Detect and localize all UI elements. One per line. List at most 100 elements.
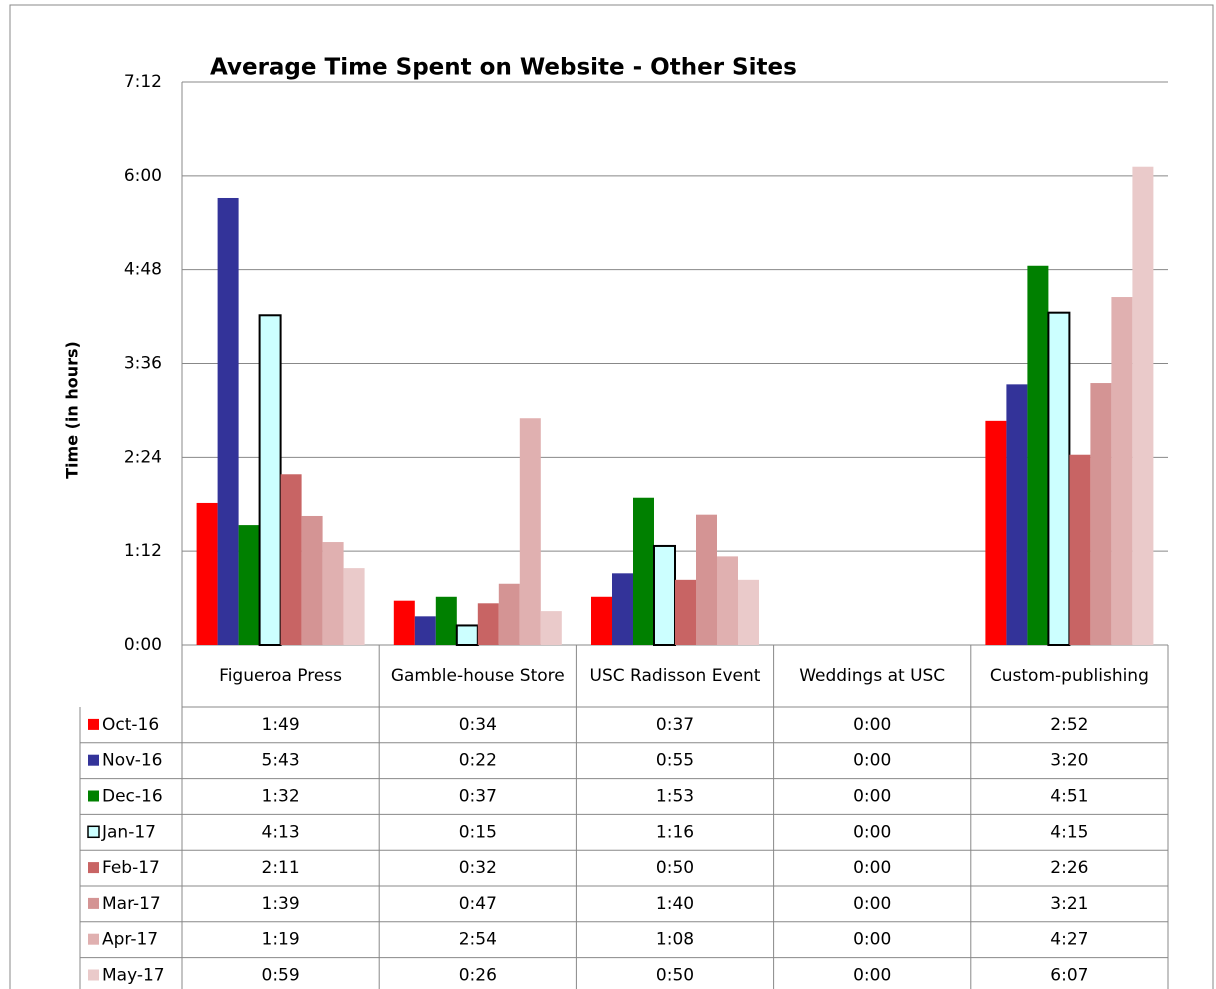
- y-axis-title: Time (in hours): [63, 341, 82, 479]
- y-tick-label: 7:12: [124, 72, 162, 92]
- legend-label: Feb-17: [102, 858, 160, 878]
- table-value: 4:13: [262, 822, 300, 842]
- legend-swatch: [87, 825, 100, 839]
- bar: [633, 497, 654, 645]
- table-value: 0:00: [853, 715, 891, 735]
- table-value: 0:00: [853, 930, 891, 950]
- table-value: 0:55: [656, 751, 694, 771]
- chart-border: [9, 4, 1214, 989]
- table-value: 5:43: [262, 751, 300, 771]
- bar: [985, 420, 1007, 645]
- table-value: 0:50: [656, 966, 694, 986]
- chart-title: Average Time Spent on Website - Other Si…: [210, 55, 797, 81]
- bar: [1132, 166, 1154, 646]
- bar: [1069, 454, 1091, 645]
- y-tick-label: 4:48: [124, 260, 162, 280]
- bar: [477, 603, 499, 645]
- table-value: 6:07: [1050, 966, 1088, 986]
- table-value: 4:51: [1050, 787, 1088, 807]
- bar: [738, 579, 759, 645]
- table-value: 2:52: [1050, 715, 1088, 735]
- table-value: 0:22: [459, 751, 497, 771]
- table-value: 1:08: [656, 930, 694, 950]
- legend-label: Oct-16: [102, 715, 159, 735]
- y-tick-label: 1:12: [124, 541, 162, 561]
- table-value: 4:15: [1050, 822, 1088, 842]
- table-value: 1:49: [262, 715, 300, 735]
- table-value: 1:53: [656, 787, 694, 807]
- bar: [280, 474, 302, 645]
- legend-swatch: [88, 897, 99, 909]
- legend-label: Dec-16: [102, 787, 163, 807]
- x-tick-label: Gamble-house Store: [390, 666, 565, 686]
- x-tick-label: Figueroa Press: [219, 666, 343, 686]
- table-value: 2:54: [459, 930, 497, 950]
- bar: [414, 616, 436, 645]
- y-tick-label: 6:00: [124, 166, 162, 186]
- legend-swatch: [88, 933, 99, 945]
- legend-label: May-17: [102, 966, 165, 986]
- table-value: 0:15: [459, 822, 497, 842]
- table-value: 0:37: [656, 715, 694, 735]
- table-value: 0:00: [853, 787, 891, 807]
- table-value: 0:00: [853, 966, 891, 986]
- table-value: 1:32: [262, 787, 300, 807]
- table-value: 0:00: [853, 822, 891, 842]
- legend-label: Nov-16: [102, 751, 163, 771]
- bar: [675, 579, 696, 645]
- legend-label: Apr-17: [102, 930, 158, 950]
- legend-swatch: [88, 718, 99, 730]
- bar: [1027, 265, 1049, 645]
- bar: [455, 624, 479, 647]
- y-tick-label: 2:24: [124, 447, 162, 467]
- bar: [217, 197, 239, 646]
- bar: [1111, 297, 1133, 645]
- table-value: 3:21: [1050, 894, 1088, 914]
- bar: [196, 502, 218, 645]
- x-tick-label: Custom-publishing: [989, 666, 1149, 686]
- bar: [1090, 383, 1112, 645]
- table-value: 0:00: [853, 751, 891, 771]
- table-value: 1:19: [262, 930, 300, 950]
- table-value: 0:47: [459, 894, 497, 914]
- table-value: 1:39: [262, 894, 300, 914]
- legend-swatch: [88, 862, 99, 874]
- bar: [498, 583, 520, 645]
- bar: [653, 544, 676, 646]
- legend-label: Mar-17: [102, 894, 161, 914]
- bar: [238, 525, 260, 645]
- x-tick-label: Weddings at USC: [799, 666, 946, 686]
- bar: [591, 596, 612, 645]
- bar: [717, 556, 738, 645]
- bar: [1006, 384, 1028, 645]
- table-value: 0:34: [459, 715, 497, 735]
- legend-swatch: [88, 790, 99, 802]
- table-value: 0:50: [656, 858, 694, 878]
- bar: [1047, 311, 1071, 646]
- table-value: 0:26: [459, 966, 497, 986]
- table-value: 2:11: [262, 858, 300, 878]
- table-value: 0:37: [459, 787, 497, 807]
- table-value: 1:16: [656, 822, 694, 842]
- table-value: 1:40: [656, 894, 694, 914]
- table-value: 4:27: [1050, 930, 1088, 950]
- bar: [612, 573, 633, 645]
- table-value: 3:20: [1050, 751, 1088, 771]
- y-tick-label: 0:00: [124, 635, 162, 655]
- legend-swatch: [88, 754, 99, 766]
- legend-swatch: [88, 969, 99, 981]
- table-value: 0:59: [262, 966, 300, 986]
- table-value: 0:32: [459, 858, 497, 878]
- table-value: 2:26: [1050, 858, 1088, 878]
- bar: [435, 596, 457, 645]
- bar: [301, 515, 323, 645]
- bar: [393, 600, 415, 645]
- table-value: 0:00: [853, 894, 891, 914]
- legend-label: Jan-17: [101, 822, 156, 842]
- bar: [519, 418, 541, 645]
- bar: [540, 611, 562, 645]
- bar: [322, 542, 344, 645]
- bar: [343, 568, 365, 645]
